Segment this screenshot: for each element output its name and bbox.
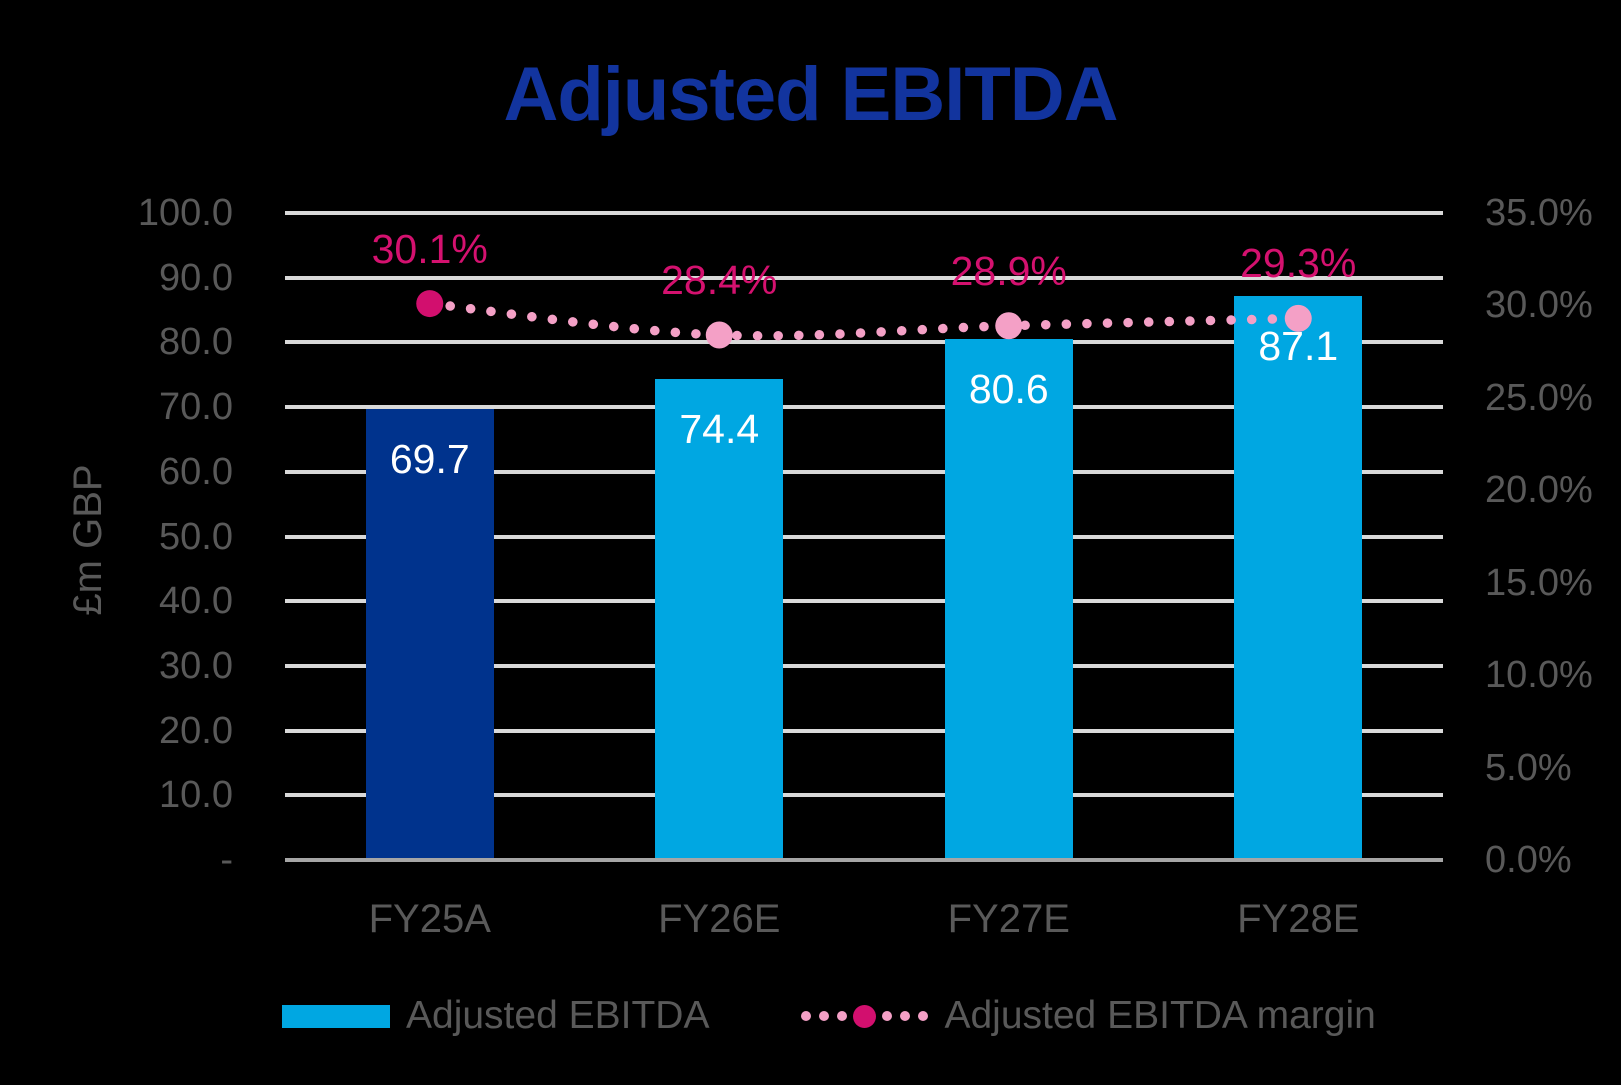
category-label-FY28E: FY28E: [1237, 897, 1360, 941]
legend-dot-icon: [837, 1011, 848, 1021]
right-axis-tick: 25.0%: [1485, 376, 1593, 419]
legend-dot-icon: [918, 1011, 929, 1021]
gridline: [285, 340, 1443, 345]
right-axis-tick: 5.0%: [1485, 746, 1572, 789]
gridline: [285, 469, 1443, 474]
bar-FY28E: [1234, 296, 1363, 860]
legend-item-adjusted-ebitda: Adjusted EBITDA: [282, 994, 709, 1038]
left-axis-tick: 10.0: [159, 774, 233, 817]
legend-item-adjusted-ebitda-margin: Adjusted EBITDA margin: [801, 994, 1376, 1038]
gridline: [285, 405, 1443, 410]
legend-dot-icon: [882, 1011, 893, 1021]
left-axis-tick: -: [220, 839, 233, 881]
gridline: [285, 534, 1443, 539]
right-axis-tick: 15.0%: [1485, 561, 1593, 604]
margin-value-label: 28.9%: [950, 247, 1067, 294]
left-axis-tick: 90.0: [159, 256, 233, 299]
legend-marker-dot-icon: [853, 1004, 877, 1028]
margin-value-label: 30.1%: [371, 225, 488, 272]
bar-value-label: 80.6: [968, 365, 1049, 412]
bar-value-label: 87.1: [1258, 323, 1339, 370]
bar-FY26E: [655, 378, 784, 860]
right-axis-tick: 10.0%: [1485, 654, 1593, 697]
chart-title: Adjusted EBITDA: [503, 52, 1118, 137]
left-axis-tick: 40.0: [159, 580, 233, 623]
bar-FY25A: [365, 409, 494, 860]
left-axis-tick: 50.0: [159, 515, 233, 558]
gridline: [285, 275, 1443, 280]
bar-value-label: 69.7: [389, 436, 470, 483]
gridline: [285, 211, 1443, 215]
legend-dotted-line-swatch: [801, 1004, 929, 1028]
gridline: [285, 728, 1443, 733]
category-label-FY26E: FY26E: [658, 897, 781, 941]
gridline: [285, 599, 1443, 604]
category-label-FY27E: FY27E: [947, 897, 1070, 941]
margin-value-label: 28.4%: [661, 257, 778, 303]
margin-marker-FY27E: [995, 312, 1023, 340]
margin-marker-FY26E: [705, 321, 733, 349]
right-axis-tick: 20.0%: [1485, 469, 1593, 512]
left-axis-tick: 70.0: [159, 386, 233, 429]
right-axis-tick: 35.0%: [1485, 192, 1593, 234]
left-axis-tick: 80.0: [159, 321, 233, 364]
margin-value-label: 29.3%: [1240, 240, 1357, 287]
legend-dot-icon: [801, 1011, 812, 1021]
legend-dot-icon: [819, 1011, 830, 1021]
legend-bar-swatch: [282, 1004, 390, 1028]
left-axis-tick: 20.0: [159, 709, 233, 752]
left-axis-tick: 60.0: [159, 450, 233, 493]
bar-FY27E: [944, 338, 1073, 860]
legend-dot-icon: [900, 1011, 911, 1021]
category-label-FY25A: FY25A: [368, 897, 491, 941]
x-axis-line: [285, 858, 1443, 862]
margin-dotted-line: [425, 298, 1303, 341]
bar-value-label: 74.4: [679, 405, 760, 452]
gridline: [285, 793, 1443, 798]
right-axis-tick: 0.0%: [1485, 839, 1572, 881]
left-axis-tick: 100.0: [137, 192, 233, 234]
gridline: [285, 663, 1443, 668]
legend-label: Adjusted EBITDA: [406, 994, 710, 1037]
right-axis-tick: 30.0%: [1485, 284, 1593, 327]
margin-marker-FY25A: [416, 290, 444, 318]
legend: Adjusted EBITDA Adjusted EBITDA margin: [282, 993, 1376, 1039]
left-axis-tick: 30.0: [159, 644, 233, 687]
legend-label: Adjusted EBITDA margin: [944, 994, 1376, 1037]
